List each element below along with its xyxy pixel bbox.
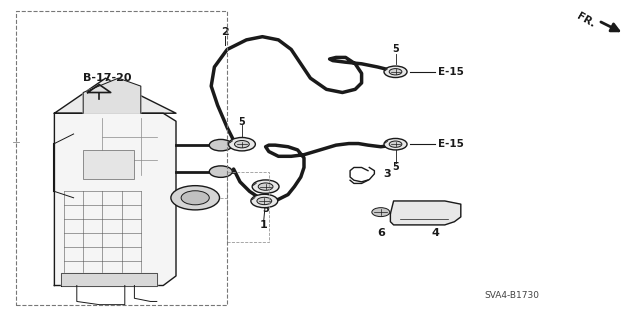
Circle shape (258, 183, 273, 190)
Text: SVA4-B1730: SVA4-B1730 (484, 291, 540, 300)
Text: 6: 6 (377, 228, 385, 238)
Text: B-17-20: B-17-20 (83, 73, 132, 83)
Circle shape (209, 166, 232, 177)
Circle shape (384, 138, 407, 150)
Polygon shape (61, 273, 157, 286)
Bar (16, 11, 227, 305)
Text: 5: 5 (392, 161, 399, 172)
Circle shape (257, 197, 272, 205)
Text: 5: 5 (392, 44, 399, 55)
Circle shape (209, 139, 232, 151)
Polygon shape (83, 78, 141, 113)
Circle shape (251, 194, 278, 208)
Text: 4: 4 (431, 228, 439, 238)
Circle shape (372, 208, 390, 217)
Text: 1: 1 (260, 220, 268, 230)
Circle shape (181, 191, 209, 205)
Circle shape (389, 69, 402, 75)
Polygon shape (390, 201, 461, 225)
Circle shape (171, 186, 220, 210)
Polygon shape (54, 113, 176, 286)
Text: 2: 2 (221, 27, 229, 37)
Circle shape (234, 140, 250, 148)
Text: E-15: E-15 (438, 67, 464, 77)
Bar (83, 150, 134, 179)
Circle shape (389, 141, 402, 147)
Bar (227, 172, 269, 242)
Text: 5: 5 (262, 204, 269, 214)
Circle shape (252, 180, 279, 193)
Text: FR.: FR. (575, 11, 596, 30)
Text: 3: 3 (383, 169, 391, 179)
Text: E-15: E-15 (438, 139, 464, 149)
Polygon shape (54, 78, 176, 113)
Circle shape (384, 66, 407, 78)
Circle shape (228, 137, 255, 151)
Text: 5: 5 (239, 117, 245, 127)
